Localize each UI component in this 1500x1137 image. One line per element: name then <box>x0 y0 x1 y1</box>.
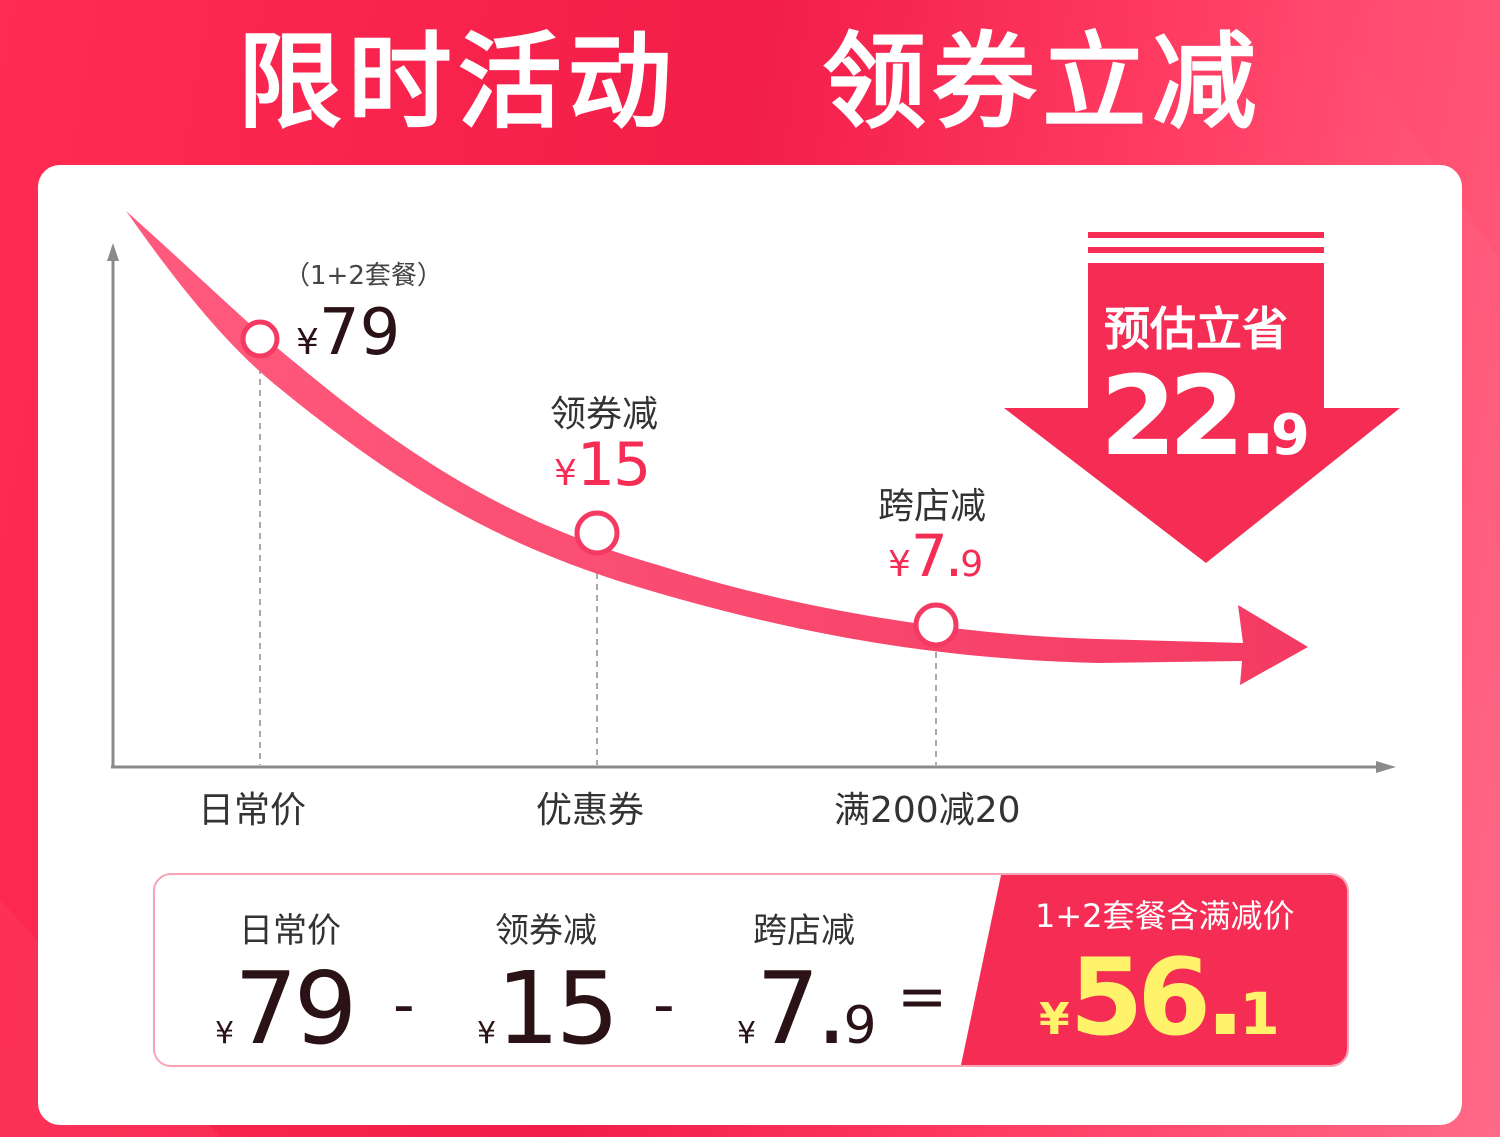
content-card: （1+2套餐） ¥79 领券减 ¥15 跨店减 ¥7.9 日常价 优惠券 满20… <box>38 165 1462 1125</box>
summary-item-3-value: ¥7.9 <box>737 950 877 1067</box>
point-1-note: （1+2套餐） <box>284 261 443 291</box>
point-1-price: ¥79 <box>296 296 401 370</box>
equals-operator: = <box>897 962 948 1032</box>
headline: 限时活动 领券立减 <box>0 22 1500 142</box>
price-summary: 日常价 ¥79 - 领券减 ¥15 - 跨店减 ¥7.9 = 1+2套餐含满减价… <box>153 873 1349 1067</box>
price-curve-arrow <box>126 211 1308 685</box>
savings-value: 22.9 <box>1100 352 1310 480</box>
final-price-value: ¥56.1 <box>1039 936 1280 1059</box>
x-axis-arrow <box>1376 761 1396 773</box>
savings-arrow <box>1004 263 1400 563</box>
y-axis-arrow <box>107 243 119 261</box>
point-2-label: 领券减 <box>550 394 659 435</box>
x-label-3: 满200减20 <box>834 790 1021 831</box>
summary-item-2-value: ¥15 <box>477 950 619 1067</box>
headline-part2: 领券立减 <box>822 21 1263 143</box>
x-label-2: 优惠券 <box>536 790 645 831</box>
summary-item-1-label: 日常价 <box>239 911 341 951</box>
point-3-price: ¥7.9 <box>888 522 984 590</box>
final-price-panel <box>961 875 1347 1065</box>
summary-item-3-label: 跨店减 <box>753 911 855 951</box>
savings-stripe-1 <box>1088 232 1324 238</box>
savings-stripe-2 <box>1088 247 1324 253</box>
savings-title: 预估立省 <box>1104 302 1288 356</box>
point-3-label: 跨店减 <box>878 486 987 527</box>
summary-item-1-value: ¥79 <box>215 950 357 1067</box>
node-2 <box>574 510 620 556</box>
summary-item-2-label: 领券减 <box>495 911 597 951</box>
minus-operator-1: - <box>393 970 415 1040</box>
price-drop-chart <box>107 211 1400 773</box>
node-3 <box>913 602 959 648</box>
final-price-label: 1+2套餐含满减价 <box>1035 897 1295 935</box>
point-2-price: ¥15 <box>554 430 651 500</box>
headline-part1: 限时活动 <box>237 21 678 143</box>
x-label-1: 日常价 <box>198 790 307 831</box>
node-1 <box>240 319 280 359</box>
minus-operator-2: - <box>653 970 675 1040</box>
